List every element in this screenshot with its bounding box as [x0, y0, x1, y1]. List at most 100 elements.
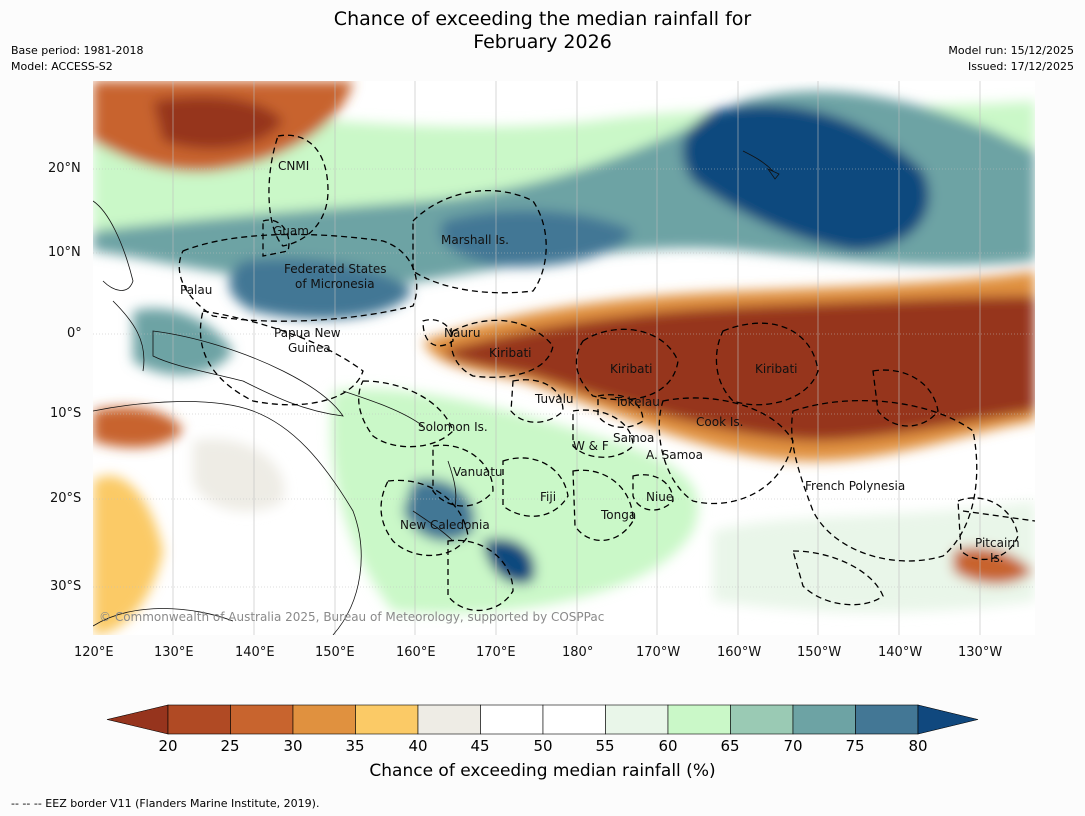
- label-cook-islands: Cook Is.: [696, 415, 744, 429]
- colorbar-label-60: 60: [658, 737, 678, 755]
- label-kiribati-east: Kiribati: [755, 362, 798, 376]
- eez-tuvalu: [510, 379, 564, 423]
- eez-marshall: [412, 189, 547, 294]
- label-micronesia-line2: of Micronesia: [295, 277, 375, 291]
- colorbar-bin-30-35: [292, 704, 356, 735]
- label-palau: Palau: [180, 283, 213, 297]
- eez-cnmi: [268, 134, 329, 247]
- coast-vanuatu: [447, 460, 457, 507]
- label-tonga: Tonga: [601, 508, 637, 522]
- coastlines: [93, 150, 780, 635]
- field-dry-band-core: [443, 296, 1035, 441]
- label-vanuatu: Vanuatu: [453, 465, 503, 479]
- eez-south-tasman: [447, 539, 514, 612]
- eez-png: [199, 310, 364, 406]
- field-blue-core-hawaii: [682, 104, 930, 251]
- lat-tick-20s: 20°S: [50, 491, 82, 506]
- eez-pitcairn-e: [962, 510, 1035, 522]
- eez-guam: [262, 219, 290, 257]
- field-blue-core-marshall: [440, 210, 633, 267]
- model-name: Model: ACCESS-S2: [11, 60, 113, 73]
- lon-tick-130e: 130°E: [154, 645, 194, 660]
- label-samoa: Samoa: [613, 431, 655, 445]
- colorbar-bin-70-75: [792, 704, 856, 735]
- field-dry-sw-amber: [93, 475, 163, 635]
- eez-vanuatu: [432, 444, 494, 507]
- colorbar-above-80: [917, 704, 979, 735]
- eez-niue: [632, 474, 674, 511]
- eez-borders: [178, 134, 1035, 612]
- eez-tonga: [572, 469, 634, 542]
- issued-date: Issued: 17/12/2025: [967, 60, 1074, 73]
- chart-title-line2: February 2026: [473, 31, 612, 53]
- lon-tick-160e: 160°E: [396, 645, 436, 660]
- colorbar-title: Chance of exceeding median rainfall (%): [369, 761, 716, 781]
- model-run: Model run: 15/12/2025: [948, 44, 1074, 57]
- colorbar-label-70: 70: [783, 737, 803, 755]
- lat-tick-30s: 30°S: [50, 579, 82, 594]
- colorbar-below-20: [106, 704, 169, 735]
- colorbar-label-25: 25: [220, 737, 240, 755]
- label-solomon-islands: Solomon Is.: [418, 420, 488, 434]
- label-png-line2: Guinea: [288, 341, 331, 355]
- coast-new-caledonia: [412, 510, 454, 542]
- eez-border-footnote: -- -- -- EEZ border V11 (Flanders Marine…: [11, 797, 320, 810]
- colorbar-bin-60-65: [667, 704, 731, 735]
- field-dry-east-tip: [953, 547, 1033, 585]
- label-png-line1: Papua New: [274, 326, 341, 340]
- base-period: Base period: 1981-2018: [11, 44, 144, 57]
- label-french-polynesia: French Polynesia: [805, 479, 906, 493]
- eez-solomons: [358, 380, 454, 448]
- colorbar-bin-50-55: [542, 704, 606, 735]
- eez-french-polynesia: [791, 399, 978, 562]
- eez-nauru: [422, 319, 454, 347]
- colorbar-bin-20-25: [167, 704, 231, 735]
- label-fiji: Fiji: [540, 490, 557, 504]
- field-dry-nw-core: [153, 96, 283, 150]
- colorbar-label-65: 65: [720, 737, 740, 755]
- map-graphic: [93, 81, 1035, 635]
- copyright-notice: © Commonwealth of Australia 2025, Bureau…: [99, 610, 605, 624]
- lat-tick-10n: 10°N: [48, 245, 81, 260]
- colorbar-label-30: 30: [283, 737, 303, 755]
- eez-micronesia: [178, 233, 418, 322]
- lon-tick-130w: 130°W: [958, 645, 1003, 660]
- colorbar-bin-45-50: [480, 704, 544, 735]
- eez-kiribati-w: [450, 319, 554, 378]
- coast-australia-south: [93, 608, 234, 627]
- rainfall-probability-map: CNMI Guam Marshall Is. Federated States …: [93, 81, 1035, 635]
- colorbar-label-35: 35: [345, 737, 365, 755]
- colorbar-bin-35-40: [355, 704, 419, 735]
- label-tuvalu: Tuvalu: [535, 392, 574, 406]
- label-new-caledonia: New Caledonia: [400, 518, 490, 532]
- label-marshall-islands: Marshall Is.: [441, 233, 509, 247]
- lon-tick-160w: 160°W: [717, 645, 762, 660]
- colorbar-label-20: 20: [158, 737, 178, 755]
- label-pitcairn-line1: Pitcairn: [975, 536, 1020, 550]
- eez-kiribati-c: [575, 328, 679, 401]
- label-tokelau: Tokelau: [615, 395, 660, 409]
- rainfall-field: [93, 81, 1035, 635]
- colorbar-bin-75-80: [855, 704, 919, 735]
- colorbar-bin-25-30: [230, 704, 294, 735]
- field-blue-png: [133, 308, 233, 375]
- colorbar-bin-55-60: [605, 704, 669, 735]
- lon-tick-170w: 170°W: [636, 645, 681, 660]
- label-niue: Niue: [646, 490, 674, 504]
- colorbar-label-80: 80: [908, 737, 928, 755]
- eez-tokelau: [597, 394, 644, 428]
- label-american-samoa: A. Samoa: [646, 448, 703, 462]
- lon-tick-120e: 120°E: [74, 645, 114, 660]
- graticule: [93, 81, 1035, 635]
- coast-australia: [93, 401, 362, 635]
- coast-solomons: [342, 390, 424, 427]
- label-nauru: Nauru: [444, 326, 481, 340]
- colorbar-label-50: 50: [533, 737, 553, 755]
- lon-tick-150w: 150°W: [797, 645, 842, 660]
- lon-tick-170e: 170°E: [476, 645, 516, 660]
- lat-tick-0: 0°: [67, 326, 82, 341]
- eez-kiribati-e: [715, 322, 819, 406]
- coast-philippines: [93, 200, 145, 372]
- coast-new-guinea: [152, 330, 344, 417]
- label-wallis-futuna: W & F: [573, 439, 609, 453]
